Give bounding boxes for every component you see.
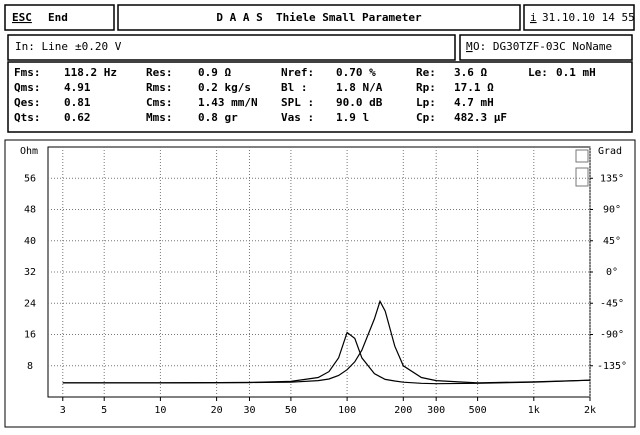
param-label: Lp: <box>416 96 436 109</box>
y2-tick-label: 0° <box>606 267 618 278</box>
x-tick-label: 50 <box>285 405 297 416</box>
input-box[interactable] <box>7 34 456 61</box>
y-tick-label: 56 <box>24 173 36 184</box>
y2-tick-label: 90° <box>603 205 621 216</box>
datetime: 31.10.10 14 55 <box>542 11 635 24</box>
y-tick-label: 40 <box>24 236 36 247</box>
param-value: 4.91 <box>64 81 91 94</box>
param-value: 3.6 Ω <box>454 66 487 79</box>
x-tick-label: 5 <box>101 405 107 416</box>
param-label: Cp: <box>416 111 436 124</box>
y2-axis-label: Grad <box>598 146 622 157</box>
param-label: Rms: <box>146 81 173 94</box>
x-tick-label: 30 <box>243 405 255 416</box>
y2-tick-label: 135° <box>600 173 624 184</box>
param-label: Mms: <box>146 111 173 124</box>
param-value: 0.2 kg/s <box>198 81 251 94</box>
param-value: 0.62 <box>64 111 91 124</box>
x-tick-label: 2k <box>584 405 596 416</box>
param-value: 482.3 µF <box>454 111 507 124</box>
param-label: Re: <box>416 66 436 79</box>
param-value: 4.7 mH <box>454 96 494 109</box>
param-label: Fms: <box>14 66 41 79</box>
title: D A A S Thiele Small Parameter <box>216 11 422 24</box>
x-tick-label: 300 <box>427 405 445 416</box>
param-label: Rp: <box>416 81 436 94</box>
y-tick-label: 48 <box>24 205 36 216</box>
param-value: 118.2 Hz <box>64 66 117 79</box>
y2-tick-label: -45° <box>600 298 624 309</box>
x-tick-label: 10 <box>154 405 166 416</box>
y-tick-label: 16 <box>24 330 36 341</box>
model-box[interactable] <box>459 34 633 61</box>
param-label: Qes: <box>14 96 41 109</box>
y-axis-label: Ohm <box>20 146 38 157</box>
esc-key: ESC <box>12 11 32 24</box>
param-label: SPL : <box>281 96 314 109</box>
y2-tick-label: 45° <box>603 236 621 247</box>
x-tick-label: 500 <box>469 405 487 416</box>
param-label: Nref: <box>281 66 314 79</box>
y2-tick-label: -90° <box>600 330 624 341</box>
model-label: O: DG30TZF-03C NoName <box>473 40 612 53</box>
param-value: 17.1 Ω <box>454 81 494 94</box>
y-tick-label: 32 <box>24 267 36 278</box>
param-value: 0.8 gr <box>198 111 238 124</box>
parameters-box <box>7 61 633 133</box>
param-value: 1.8 N/A <box>336 81 383 94</box>
input-level: ±0.20 V <box>75 40 122 53</box>
info-button[interactable] <box>523 4 635 31</box>
title-box <box>117 4 521 31</box>
y-tick-label: 8 <box>27 361 33 372</box>
icon[interactable] <box>575 167 589 187</box>
param-label: Bl : <box>281 81 308 94</box>
curve <box>62 299 591 384</box>
param-label: Cms: <box>146 96 173 109</box>
input-label: In: Line <box>15 40 68 53</box>
y-tick-label: 24 <box>24 298 36 309</box>
param-label: Qts: <box>14 111 41 124</box>
icon[interactable] <box>575 149 589 163</box>
model-key: M <box>466 40 473 53</box>
info-key: i <box>530 11 537 24</box>
param-value: 90.0 dB <box>336 96 383 109</box>
param-value: 0.70 % <box>336 66 376 79</box>
x-tick-label: 100 <box>338 405 356 416</box>
param-label: Le: <box>528 66 548 79</box>
param-label: Res: <box>146 66 173 79</box>
param-value: 1.43 mm/N <box>198 96 258 109</box>
x-tick-label: 200 <box>394 405 412 416</box>
x-tick-label: 3 <box>60 405 66 416</box>
param-value: 0.1 mH <box>556 66 596 79</box>
param-label: Qms: <box>14 81 41 94</box>
param-value: 0.81 <box>64 96 91 109</box>
param-value: 1.9 l <box>336 111 369 124</box>
x-tick-label: 1k <box>528 405 540 416</box>
param-label: Vas : <box>281 111 314 124</box>
chart-frame <box>4 139 636 428</box>
esc-label: End <box>48 11 68 24</box>
y2-tick-label: -135° <box>597 361 627 372</box>
param-value: 0.9 Ω <box>198 66 231 79</box>
curve <box>62 331 591 385</box>
esc-button[interactable] <box>4 4 115 31</box>
x-tick-label: 20 <box>211 405 223 416</box>
